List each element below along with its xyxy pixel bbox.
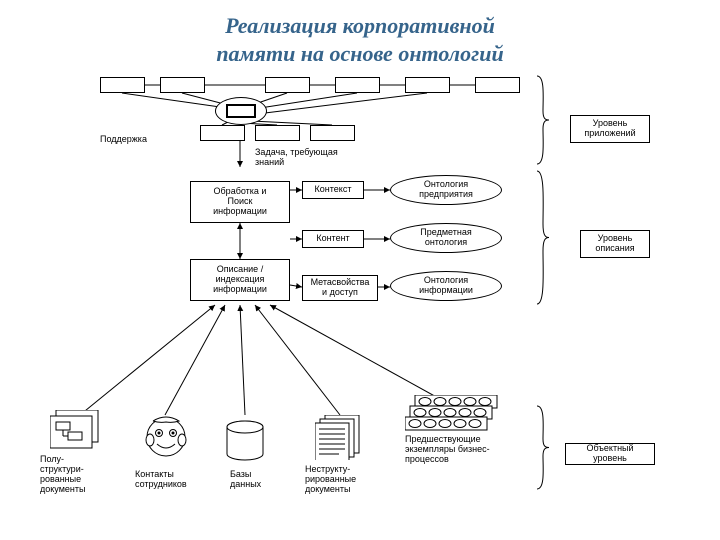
title-line-2: памяти на основе онтологий <box>216 41 503 66</box>
level-app-box: Уровеньприложений <box>570 115 650 143</box>
semi-structured-docs-icon <box>50 410 105 450</box>
ontology-info: Онтологияинформации <box>390 271 502 301</box>
top-small-rect <box>265 77 310 93</box>
process-block: Обработка иПоискинформации <box>190 181 290 223</box>
bp-instances-icon <box>405 395 500 431</box>
describe-block-label: Описание /индексацияинформации <box>213 265 267 295</box>
top-small-rect <box>200 125 245 141</box>
ontology-enterprise: Онтологияпредприятия <box>390 175 502 205</box>
ontology-domain: Предметнаяонтология <box>390 223 502 253</box>
database-icon <box>225 420 265 462</box>
level-app-label: Уровеньприложений <box>584 119 635 139</box>
central-task-inner-rect <box>226 104 256 118</box>
top-small-rect <box>160 77 205 93</box>
top-small-rect <box>405 77 450 93</box>
ontology-domain-label: Предметнаяонтология <box>420 228 471 248</box>
meta-tag-label: Метасвойстваи доступ <box>311 278 370 298</box>
support-label: Поддержка <box>100 135 147 145</box>
task-label: Задача, требующаязнаний <box>255 148 365 168</box>
level-desc-box: Уровеньописания <box>580 230 650 258</box>
diagram-canvas: Обработка иПоискинформации Описание /инд… <box>40 75 680 525</box>
top-small-rect <box>475 77 520 93</box>
top-small-rect <box>335 77 380 93</box>
bp-caption: Предшествующиеэкземпляры бизнес-процессо… <box>405 435 490 465</box>
level-obj-box: Объектныйуровень <box>565 443 655 465</box>
meta-tag: Метасвойстваи доступ <box>302 275 378 301</box>
slide-title: Реализация корпоративной памяти на основ… <box>0 12 720 67</box>
ontology-info-label: Онтологияинформации <box>419 276 473 296</box>
title-line-1: Реализация корпоративной <box>225 13 495 38</box>
context-tag: Контекст <box>302 181 364 199</box>
top-small-rect <box>255 125 300 141</box>
unstruct-caption: Неструкту-рированныедокументы <box>305 465 356 495</box>
contacts-caption: Контактысотрудников <box>135 470 187 490</box>
brace-app-level <box>537 75 549 165</box>
context-tag-label: Контекст <box>315 185 352 195</box>
top-small-rect <box>100 77 145 93</box>
db-caption: Базыданных <box>230 470 261 490</box>
level-desc-label: Уровеньописания <box>595 234 634 254</box>
brace-obj-level <box>537 405 549 490</box>
content-tag-label: Контент <box>316 234 349 244</box>
brace-desc-level <box>537 170 549 305</box>
ontology-enterprise-label: Онтологияпредприятия <box>419 180 473 200</box>
unstructured-docs-icon <box>315 415 365 460</box>
describe-block: Описание /индексацияинформации <box>190 259 290 301</box>
level-obj-label: Объектныйуровень <box>586 444 633 464</box>
semi-docs-caption: Полу-структури-рованныедокументы <box>40 455 85 495</box>
content-tag: Контент <box>302 230 364 248</box>
contacts-face-icon <box>145 415 187 463</box>
process-block-label: Обработка иПоискинформации <box>213 187 267 217</box>
top-small-rect <box>310 125 355 141</box>
